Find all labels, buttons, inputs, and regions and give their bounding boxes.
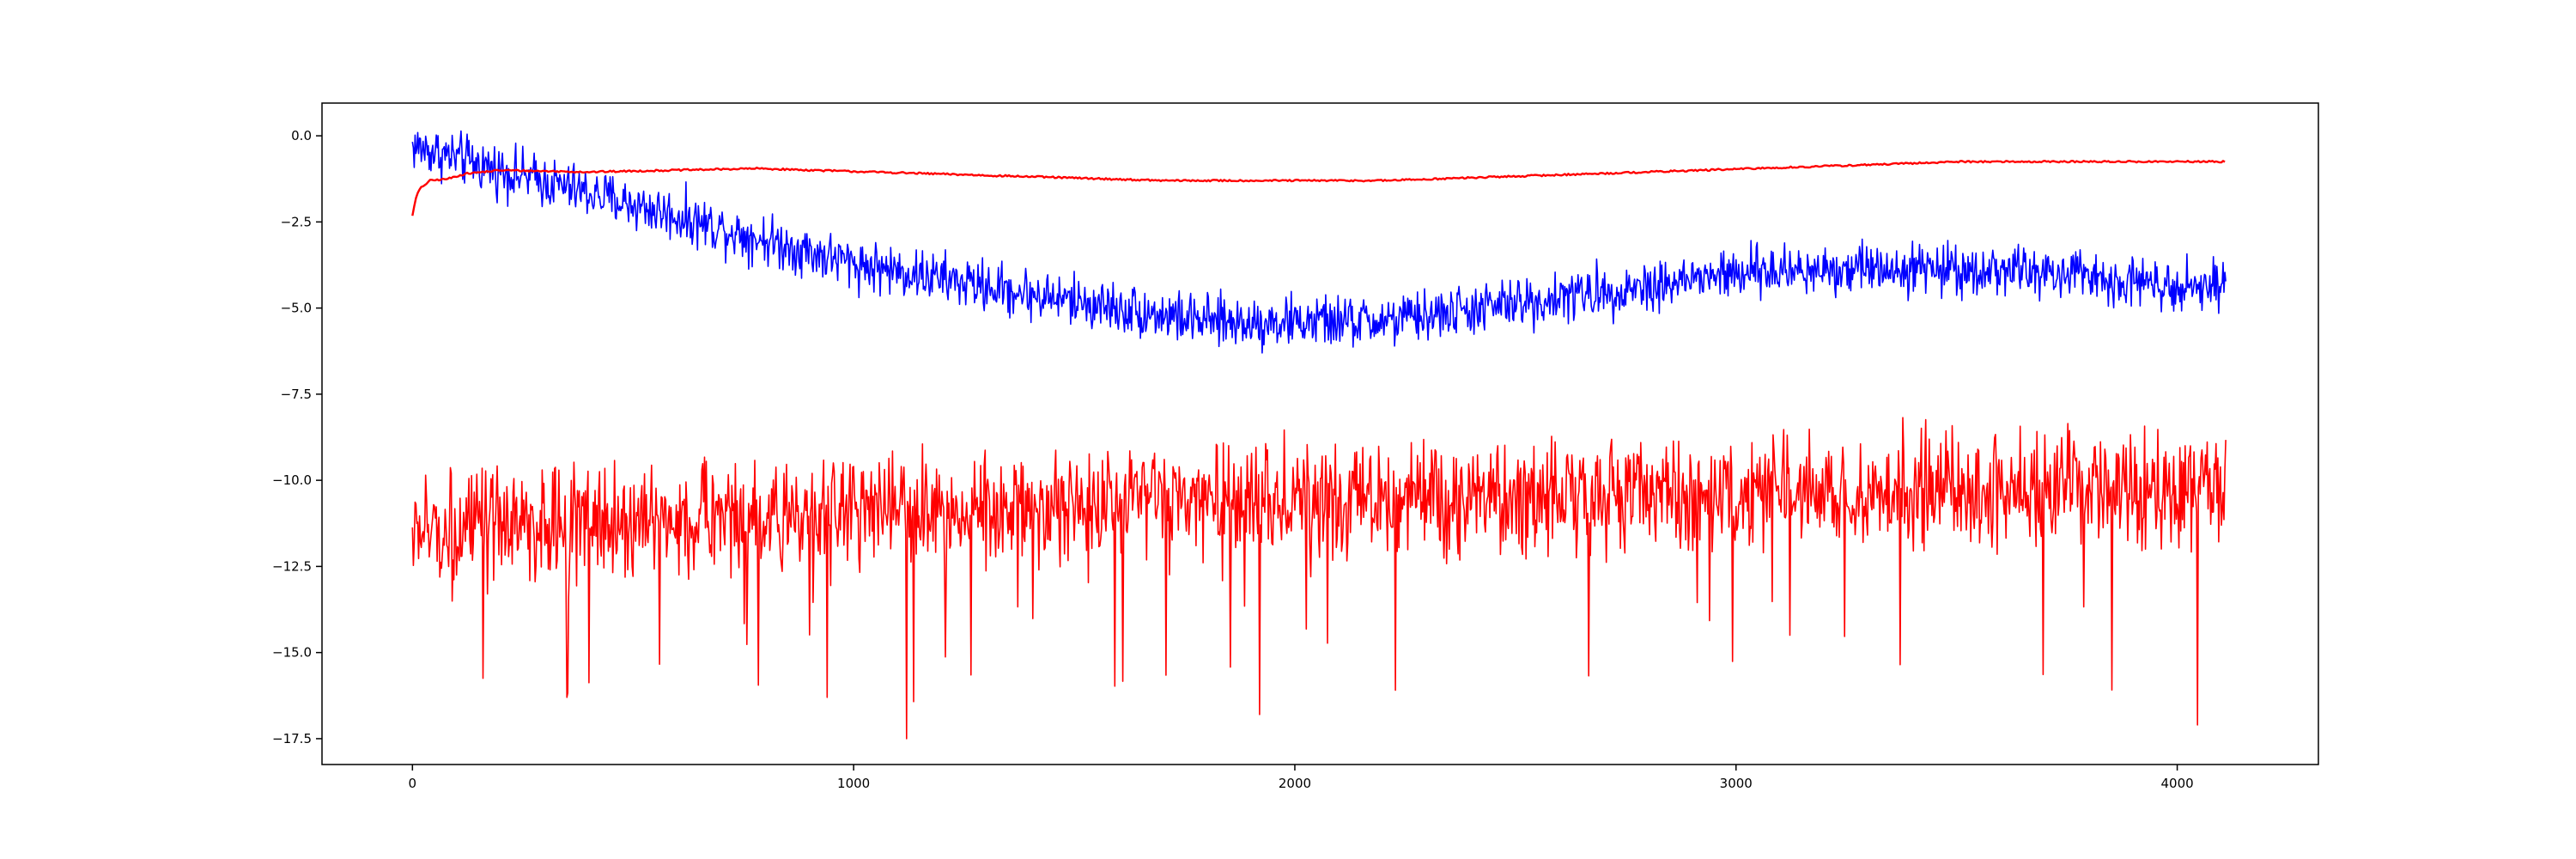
y-tick-label: −10.0 xyxy=(272,472,312,488)
series-line-1 xyxy=(411,130,2227,354)
y-tick-label: −2.5 xyxy=(281,214,312,229)
y-tick-label: −5.0 xyxy=(281,301,312,316)
x-axis: 0 1000 2000 3000 4000 xyxy=(409,765,2194,791)
plot-area-frame xyxy=(321,102,2319,765)
x-tick-label: 3000 xyxy=(1720,776,1753,791)
x-tick-label: 0 xyxy=(409,776,417,791)
series-line-3 xyxy=(411,417,2227,740)
y-tick-label: 0.0 xyxy=(291,128,312,143)
x-tick-label: 4000 xyxy=(2160,776,2193,791)
series-line-2 xyxy=(411,159,2226,216)
y-tick-label: −15.0 xyxy=(272,645,312,661)
y-tick-label: −17.5 xyxy=(272,731,312,746)
x-tick-label: 1000 xyxy=(837,776,870,791)
series-layer xyxy=(411,130,2227,740)
x-tick-label: 2000 xyxy=(1279,776,1311,791)
y-tick-label: −12.5 xyxy=(272,558,312,574)
y-axis: 0.0 −2.5 −5.0 −7.5 −10.0 −12.5 −15.0 −17.5 xyxy=(272,128,322,746)
y-tick-label: −7.5 xyxy=(281,387,312,402)
